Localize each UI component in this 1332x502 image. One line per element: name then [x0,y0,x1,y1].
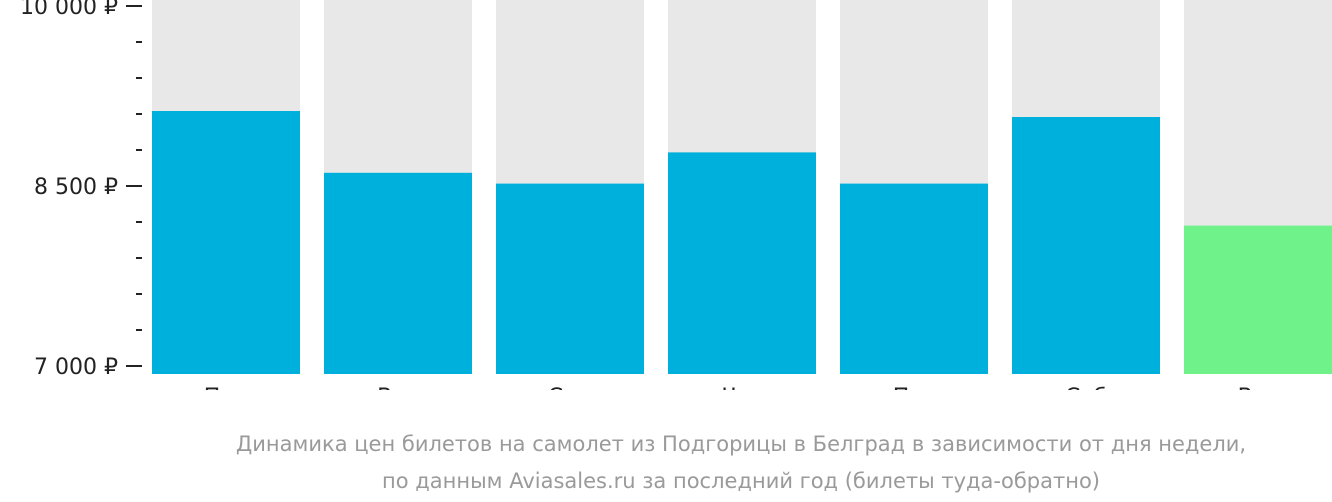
y-axis: 10 000 ₽ 8 500 ₽ 7 000 ₽ [20,0,142,380]
bar-1 [324,172,472,374]
chart-caption-line1: Динамика цен билетов на самолет из Подго… [235,432,1247,456]
y-tick-label-2: 7 000 ₽ [34,355,118,380]
x-tick-label-5: Суб [1065,385,1107,390]
bars-layer [152,0,1332,374]
y-tick-label-1: 8 500 ₽ [34,175,118,200]
bar-6 [1184,225,1332,374]
x-tick-label-4: Пят [893,385,936,390]
bar-3 [668,152,816,374]
x-tick-label-1: Втр [377,385,419,390]
bar-5 [1012,117,1160,374]
x-tick-label-2: Срд [548,385,593,390]
x-tick-label-6: Вос [1238,385,1279,390]
bar-0 [152,111,300,374]
bar-4 [840,183,988,374]
y-tick-label-0: 10 000 ₽ [20,0,118,20]
chart-caption-line2: по данным Aviasales.ru за последний год … [382,469,1100,493]
x-tick-label-0: Пон [204,385,248,390]
price-by-weekday-chart: 10 000 ₽ 8 500 ₽ 7 000 ₽ Пон Втр Срд Чтв Пят Су… [20,0,1332,390]
x-tick-label-3: Чтв [722,385,763,390]
x-axis: Пон Втр Срд Чтв Пят Суб Вос [204,385,1279,390]
bar-2 [496,183,644,374]
